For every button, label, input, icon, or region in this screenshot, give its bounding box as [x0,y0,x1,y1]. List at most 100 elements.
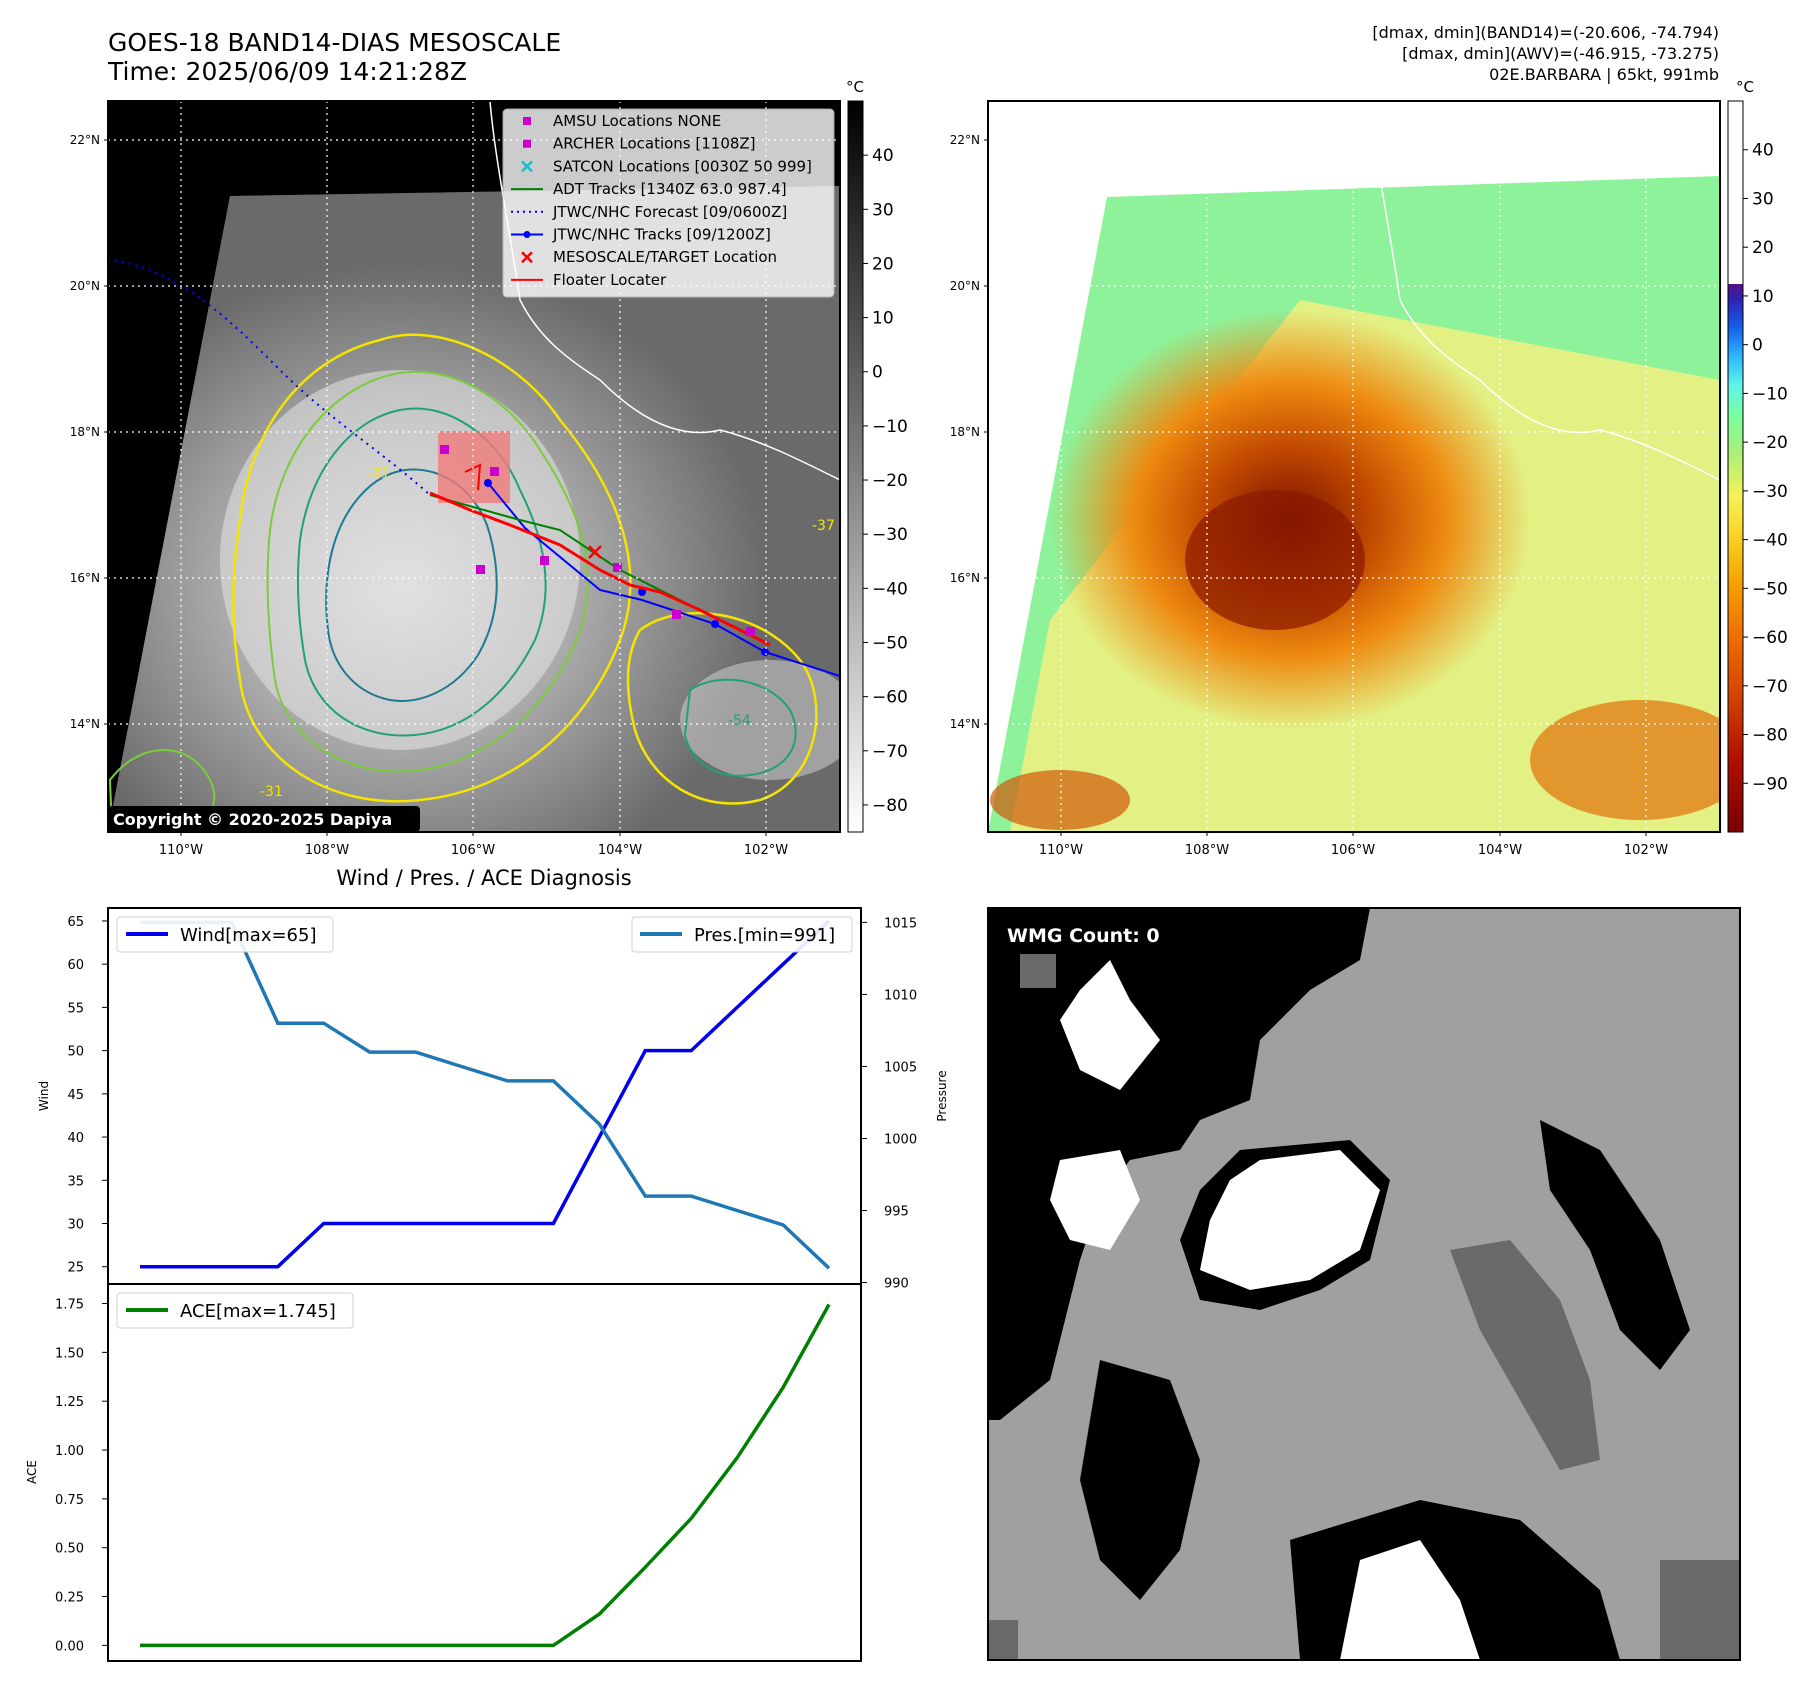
ace-series-line [140,1303,831,1648]
lon-label: 110°W [1039,843,1083,858]
wind-legend-label: Wind[max=65] [180,925,317,946]
colorbar-tick-label: −70 [872,742,908,762]
color-map-gridlines [988,101,1720,832]
archer-location [490,467,499,476]
lon-label: 108°W [305,843,349,858]
lon-label: 102°W [744,843,788,858]
lon-label: 106°W [451,843,495,858]
color-colorbar-unit: °C [1736,78,1754,96]
wind-tick-label: 40 [67,1131,84,1146]
contour-label: -31 [260,784,283,800]
colorbar-tick-label: −20 [1752,433,1788,453]
legend-marker-dot [523,231,531,238]
colorbar-tick-label: −50 [872,633,908,653]
wind-tick-label: 30 [67,1217,84,1232]
color-cloud-sw [990,770,1130,830]
wind-series-line [140,919,831,1269]
ir-map-panel: -31 -37 -54 -31 Copyright © 2020-2025 Da… [70,78,908,858]
ace-tick-label: 0.75 [55,1493,84,1508]
pressure-tick-label: 1005 [884,1060,917,1075]
jtwc-track-point [484,479,492,487]
lon-label: 104°W [1478,843,1522,858]
wmg-dark-patch [1020,952,1056,988]
archer-location [672,610,681,619]
storm-eye-region [1185,490,1365,630]
wind-axis-label: Wind [37,1081,51,1111]
lat-label: 18°N [70,425,100,439]
figure-title: GOES-18 BAND14-DIAS MESOSCALE [108,28,561,57]
coastline [1369,101,1720,481]
colorbar-tick-label: 0 [872,363,883,383]
pressure-legend-label: Pres.[min=991] [694,925,835,946]
track-legend: AMSU Locations NONE ARCHER Locations [110… [502,108,835,298]
stats-storm: 02E.BARBARA | 65kt, 991mb [1489,65,1719,84]
colorbar-tick-label: −20 [872,471,908,491]
color-cloud-se [1530,700,1720,820]
colorbar-tick-label: 40 [872,146,894,166]
contour-yellow [231,333,632,803]
ace-axis-label: ACE [25,1460,39,1484]
wmg-dark-patch [1660,1560,1740,1660]
ir-colorbar [847,100,864,833]
legend-marker [521,160,533,173]
lon-label: 110°W [159,843,203,858]
lat-label: 20°N [70,279,100,293]
colorbar-tick-label: 10 [872,309,894,329]
legend-label: MESOSCALE/TARGET Location [553,248,777,266]
legend-label: AMSU Locations NONE [553,112,721,130]
colorbar-tick-label: −30 [1752,482,1788,502]
pressure-tick-label: 1000 [884,1132,917,1147]
colorbar-tick-label: −60 [872,688,908,708]
colorbar-tick-label: −80 [1752,726,1788,746]
pressure-legend [631,916,853,953]
ace-panel: ACE 0.00 0.25 0.50 0.75 1.00 1.25 1.50 1.75 ACE… [25,1283,862,1662]
colorbar-tick-label: −50 [1752,579,1788,599]
pressure-series-line [140,920,831,1270]
legend-label: Floater Locater [553,271,667,289]
lat-label: 22°N [70,133,100,147]
lon-label: 106°W [1331,843,1375,858]
colorbar-tick-label: −10 [872,417,908,437]
legend-label: JTWC/NHC Tracks [09/1200Z] [552,226,771,244]
wmg-label-box [999,918,1177,954]
color-ir-map-panel: 22°N 20°N 18°N 16°N 14°N 110°W 108°W 106°W 104°… [950,78,1788,858]
ace-tick-label: 0.50 [55,1542,84,1557]
lat-label: 16°N [70,571,100,585]
wind-pressure-panel: Wind / Pres. / ACE Diagnosis Wind Pressu… [37,866,949,1292]
colorbar-tick-label: −60 [1752,628,1788,648]
contour-label: -31 [367,466,390,482]
lon-label: 102°W [1624,843,1668,858]
pressure-tick-label: 995 [884,1205,909,1220]
lat-label: 22°N [950,133,980,147]
diagnosis-title: Wind / Pres. / ACE Diagnosis [336,866,631,890]
ir-map-frame [107,100,841,833]
colorbar-tick-label: 10 [1752,287,1774,307]
archer-location [476,565,485,574]
pressure-tick-label: 990 [884,1277,909,1292]
colorbar-tick-label: −10 [1752,384,1788,404]
colorbar-tick-label: 20 [1752,238,1774,258]
colorbar-tick-label: 0 [1752,336,1763,356]
contour-label: -54 [728,713,751,729]
archer-location [540,556,549,565]
colorbar-tick-label: −40 [1752,531,1788,551]
ace-legend-label: ACE[max=1.745] [180,1301,336,1322]
contour-lightgreen [266,370,589,773]
wmg-white-bottom [1340,1540,1480,1660]
legend-label: ADT Tracks [1340Z 63.0 987.4] [553,180,787,198]
ace-tick-label: 1.00 [55,1444,84,1459]
legend-label: ARCHER Locations [1108Z] [553,135,756,153]
contour-blue [325,468,498,702]
floater-track [429,491,771,647]
lon-label: 108°W [1185,843,1229,858]
wind-tick-label: 60 [67,958,84,973]
wind-tick-label: 50 [67,1045,84,1060]
lat-label: 20°N [950,279,980,293]
colorbar-tick-label: −70 [1752,677,1788,697]
wmg-white-region [1060,960,1160,1090]
wmg-count: WMG Count: 0 [1007,925,1160,947]
floater-track-hook [464,463,482,491]
lat-label: 16°N [950,571,980,585]
ace-legend [116,1292,354,1329]
